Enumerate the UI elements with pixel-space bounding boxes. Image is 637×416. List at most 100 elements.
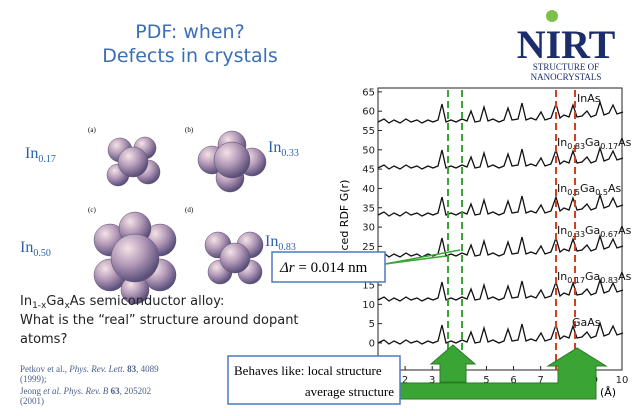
label-part: In	[557, 224, 567, 237]
y-tick-label: 55	[362, 126, 375, 137]
behaves-box: Behaves like: local structure average st…	[227, 355, 401, 405]
panel-label: In0.50	[20, 239, 51, 259]
label-part: In	[557, 270, 567, 283]
reference-line: (2001)	[20, 396, 44, 406]
label-part: As	[618, 224, 632, 237]
reference-line: Petkov et al., Phys. Rev. Lett. 83, 4089	[20, 364, 159, 374]
question-line: In1-xGaxAs semiconductor alloy:	[20, 294, 224, 311]
text-part: Ga	[46, 294, 64, 309]
y-tick-label: 30	[362, 223, 375, 234]
text-part: As semiconductor alloy:	[70, 294, 225, 309]
text-part: Δr	[279, 260, 295, 276]
y-tick-label: 15	[362, 281, 375, 292]
label-sub: 0.83	[278, 242, 296, 253]
curve-label: In0.33Ga0.67As	[557, 224, 632, 239]
plot-frame	[377, 87, 623, 371]
callout-text: average structure	[305, 384, 394, 399]
label-part: In	[268, 139, 281, 156]
label-part: In	[557, 136, 567, 149]
curve-label: In0.17Ga0.83As	[557, 270, 632, 285]
clusters: (a) (b) (c) (d) In0.17 In0.33 In0.50 In0…	[20, 126, 299, 305]
y-tick-label: 10	[362, 300, 375, 311]
label-sub: 0.17	[567, 276, 585, 285]
text-sub: 1-x	[32, 301, 47, 311]
label-part: As	[618, 270, 632, 283]
text-part: Jeong	[20, 386, 43, 396]
label-sub: 0.33	[281, 148, 299, 159]
label-part: In	[265, 233, 278, 250]
panel-tag: (d)	[185, 206, 194, 214]
logo-main: NIRT	[517, 22, 616, 67]
y-tick-label: 35	[362, 203, 375, 214]
panel-tag: (a)	[88, 126, 96, 134]
label-part: In	[20, 239, 33, 256]
panel-label: In0.33	[268, 139, 299, 159]
question: In1-xGaxAs semiconductor alloy: What is …	[20, 294, 299, 347]
x-tick-label: 2	[402, 375, 408, 386]
text-part: In	[20, 294, 32, 309]
label-part: InAs	[577, 92, 601, 105]
text-part: , 4089	[136, 364, 159, 374]
text-part: = 0.014 nm	[295, 260, 368, 276]
logo-sub: NANOCRYSTALS	[531, 72, 602, 82]
x-tick-label: 3	[429, 375, 435, 386]
panel-tag: (c)	[88, 206, 96, 214]
arrow	[429, 344, 477, 383]
label-part: Ga	[585, 270, 600, 283]
logo-sub: STRUCTURE OF	[533, 62, 599, 72]
text-part: Phys. Rev. Lett.	[68, 364, 125, 374]
text-part: et al. Phys. Rev. B	[43, 386, 109, 396]
label-part: GaAs	[572, 316, 601, 329]
y-tick-label: 65	[362, 87, 375, 98]
question-line: atoms?	[20, 332, 67, 347]
label-part: Ga	[580, 182, 595, 195]
text-part: 63	[108, 386, 120, 396]
x-tick-label: 5	[483, 375, 489, 386]
y-tick-label: 0	[369, 338, 375, 349]
chart: Reduced RDF G(r) r (Å) -5051015202530354…	[338, 87, 632, 399]
reference-line: Jeong et al. Phys. Rev. B 63, 205202	[20, 386, 151, 396]
panel-label: In0.83	[265, 233, 296, 253]
text-part: 83	[125, 364, 137, 374]
label-sub: 0.5	[595, 188, 608, 197]
arrows	[384, 249, 608, 400]
reference-line: (1999);	[20, 374, 47, 384]
callout-box	[271, 251, 386, 283]
y-tick-label: 40	[362, 184, 375, 195]
y-tick-label: 25	[362, 242, 375, 253]
curve-label: In0.5Ga0.5As	[557, 182, 621, 197]
x-tick-label: 7	[537, 375, 543, 386]
delta-box: Δr = 0.014 nm	[271, 251, 386, 283]
arrow	[397, 347, 608, 400]
callout-text: Behaves like: local structure	[234, 363, 382, 378]
guides	[447, 90, 576, 370]
label-sub: 0.17	[600, 142, 618, 151]
y-tick-label: 60	[362, 107, 375, 118]
y-tick-label: 50	[362, 145, 375, 156]
label-part: In	[25, 145, 38, 162]
label-sub: 0.17	[38, 154, 56, 165]
x-tick-label: 10	[616, 375, 629, 386]
panel-tag: (b)	[185, 126, 194, 134]
label-part: In	[557, 182, 567, 195]
x-axis-label: r (Å)	[592, 386, 616, 399]
y-tick-label: 45	[362, 165, 375, 176]
references: Petkov et al., Phys. Rev. Lett. 83, 4089…	[20, 364, 159, 406]
label-sub: 0.83	[567, 142, 585, 151]
logo: NIRT STRUCTURE OF NANOCRYSTALS	[517, 10, 616, 82]
curve-label: In0.83Ga0.17As	[557, 136, 632, 151]
text-part: Petkov et al.,	[20, 364, 69, 374]
y-tick-label: 5	[369, 319, 375, 330]
callout-text: Δr = 0.014 nm	[279, 260, 368, 276]
logo-icon	[546, 10, 558, 22]
text-part: , 205202	[120, 386, 152, 396]
label-sub: 0.50	[33, 248, 51, 259]
panel-label: In0.17	[25, 145, 56, 165]
question-line: What is the “real” structure around dopa…	[20, 313, 299, 328]
x-tick-label: 6	[510, 375, 516, 386]
title-line: PDF: when?	[135, 21, 244, 43]
label-sub: 0.67	[600, 230, 618, 239]
text-sub: x	[64, 301, 70, 311]
cluster	[93, 130, 267, 305]
